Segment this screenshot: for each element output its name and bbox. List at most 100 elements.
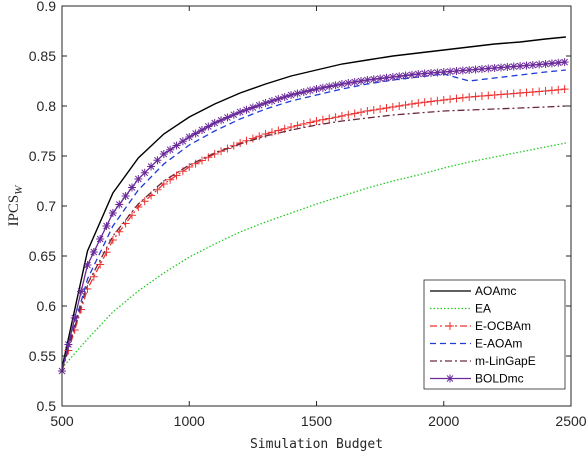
data-point-e-ocbam xyxy=(267,128,276,137)
data-point-e-ocbam xyxy=(554,85,563,94)
data-point-e-ocbam xyxy=(420,98,429,107)
y-tick-label: 0.8 xyxy=(37,98,57,114)
data-point-boldmc xyxy=(287,91,296,99)
data-point-boldmc xyxy=(280,93,289,101)
data-point-e-ocbam xyxy=(344,110,353,119)
data-point-boldmc xyxy=(306,86,315,95)
y-tick-label: 0.65 xyxy=(29,248,56,264)
data-point-e-ocbam xyxy=(452,94,461,103)
data-point-boldmc xyxy=(388,73,397,81)
data-point-boldmc xyxy=(172,141,181,150)
data-point-e-ocbam xyxy=(255,132,264,141)
series-layer xyxy=(58,36,569,375)
data-point-boldmc xyxy=(89,248,98,256)
data-point-e-ocbam xyxy=(541,87,550,95)
data-point-e-ocbam xyxy=(414,99,423,107)
axis-ticks: 500 1000 1500 2000 2500 0.5 0.55 0.6 0.65 0.7 0.75… xyxy=(29,0,586,429)
x-tick-label: 500 xyxy=(50,413,74,429)
data-point-boldmc xyxy=(337,80,346,88)
data-point-boldmc xyxy=(312,85,321,93)
data-point-boldmc xyxy=(369,75,378,84)
data-point-e-ocbam xyxy=(287,123,296,131)
y-tick-label: 0.6 xyxy=(37,298,57,314)
data-point-e-ocbam xyxy=(547,86,556,95)
data-point-boldmc xyxy=(465,66,474,74)
data-point-boldmc xyxy=(70,314,79,322)
y-tick-label: 0.55 xyxy=(29,348,56,364)
data-point-boldmc xyxy=(77,287,86,296)
data-point-e-ocbam xyxy=(446,95,455,104)
y-axis-label-subscript: W xyxy=(13,185,25,195)
data-point-boldmc xyxy=(147,162,156,171)
data-point-boldmc xyxy=(382,73,391,82)
data-point-e-ocbam xyxy=(115,227,124,236)
series-line-aoamc xyxy=(61,36,566,369)
data-point-boldmc xyxy=(376,74,385,83)
legend-marker-boldmc xyxy=(446,374,454,383)
data-point-e-ocbam xyxy=(325,114,334,123)
y-axis-label: IPCSW xyxy=(6,185,25,227)
data-point-e-ocbam xyxy=(395,102,404,110)
data-point-boldmc xyxy=(363,76,372,84)
legend: AOAmc EA E-OCBAm E-AOAm m-LinGapE BOLDmc xyxy=(423,279,566,390)
x-tick-label: 1000 xyxy=(174,413,205,429)
data-point-e-ocbam xyxy=(299,120,308,128)
data-point-boldmc xyxy=(127,183,136,192)
data-point-e-ocbam xyxy=(242,136,251,145)
series-line-ea xyxy=(61,142,567,369)
data-point-boldmc xyxy=(153,156,162,165)
data-point-boldmc xyxy=(108,209,117,217)
data-point-boldmc xyxy=(357,77,366,85)
y-tick-label: 0.5 xyxy=(37,398,57,414)
data-point-boldmc xyxy=(223,113,232,122)
data-point-e-ocbam xyxy=(433,96,442,105)
data-point-e-ocbam xyxy=(407,100,416,108)
data-point-e-ocbam xyxy=(376,105,385,113)
data-point-e-ocbam xyxy=(401,101,410,109)
data-point-boldmc xyxy=(350,78,359,86)
data-point-e-ocbam xyxy=(363,107,372,115)
data-point-boldmc xyxy=(433,68,442,77)
series-line-e-aoam xyxy=(61,69,566,370)
data-point-boldmc xyxy=(522,61,531,70)
data-point-e-ocbam xyxy=(204,153,213,162)
data-point-e-ocbam xyxy=(261,130,270,138)
data-point-e-ocbam xyxy=(382,104,391,112)
data-point-boldmc xyxy=(64,340,73,349)
data-point-boldmc xyxy=(242,105,251,114)
legend-label: AOAmc xyxy=(475,284,516,298)
data-point-e-ocbam xyxy=(357,108,366,117)
data-point-boldmc xyxy=(318,83,327,92)
data-point-boldmc xyxy=(96,235,105,243)
data-point-e-ocbam xyxy=(306,118,315,127)
data-point-boldmc xyxy=(274,95,283,103)
data-point-boldmc xyxy=(560,58,569,67)
legend-label: E-OCBAm xyxy=(475,319,531,333)
y-tick-label: 0.7 xyxy=(37,198,57,214)
data-point-e-ocbam xyxy=(560,85,569,94)
data-point-boldmc xyxy=(102,222,111,230)
data-point-boldmc xyxy=(185,133,194,141)
data-point-boldmc xyxy=(325,82,334,91)
data-point-boldmc xyxy=(293,89,302,98)
data-point-e-ocbam xyxy=(236,139,245,147)
data-point-e-ocbam xyxy=(439,96,448,104)
data-point-boldmc xyxy=(197,126,206,134)
data-point-boldmc xyxy=(178,137,187,146)
x-axis-label: Simulation Budget xyxy=(250,437,383,452)
data-point-e-ocbam xyxy=(337,112,346,120)
data-point-boldmc xyxy=(299,88,308,96)
data-point-e-ocbam xyxy=(458,93,467,102)
data-point-boldmc xyxy=(191,129,200,138)
data-point-boldmc xyxy=(248,103,257,112)
legend-marker-e-ocbam xyxy=(446,322,454,330)
data-point-e-ocbam xyxy=(191,159,200,168)
x-tick-label: 2000 xyxy=(428,413,459,429)
data-point-e-ocbam xyxy=(140,197,149,206)
data-point-boldmc xyxy=(407,70,416,79)
series-line-m-lingape xyxy=(61,105,566,371)
data-point-boldmc xyxy=(159,150,168,158)
data-point-e-ocbam xyxy=(312,117,321,125)
data-point-boldmc xyxy=(509,62,518,71)
y-axis-label-main: IPCS xyxy=(6,195,22,227)
